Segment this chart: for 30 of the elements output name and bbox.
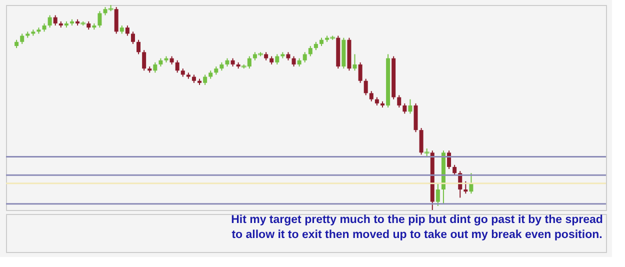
candlestick	[292, 56, 296, 67]
candlestick	[419, 128, 424, 156]
candlestick	[369, 90, 374, 102]
candlestick	[48, 14, 52, 28]
candlestick	[408, 98, 412, 114]
text: Hit my target pretty much to the pip but dint go past it by the spread to allow it to exit then moved up to take out my break even position.	[231, 214, 603, 241]
candlestick	[402, 102, 407, 114]
candlestick	[275, 54, 280, 65]
candlestick	[136, 39, 141, 55]
candlestick	[452, 164, 457, 176]
candlestick	[142, 50, 146, 72]
candlestick	[53, 14, 58, 26]
candlestick	[358, 62, 362, 84]
candlestick	[447, 150, 452, 170]
candlestick	[397, 94, 402, 108]
candlestick	[302, 52, 307, 63]
candlestick	[469, 172, 474, 194]
candlestick	[203, 74, 208, 86]
candlestick	[153, 62, 158, 74]
candlestick	[98, 10, 102, 28]
candlestick	[436, 182, 440, 206]
candlestick	[308, 46, 312, 57]
candlestick	[130, 31, 135, 44]
candlestick	[125, 25, 130, 36]
candlestick	[175, 60, 180, 74]
candlestick	[114, 6, 118, 34]
candlestick	[364, 78, 368, 96]
candlestick	[20, 33, 24, 44]
candlestick	[464, 180, 468, 194]
candlestick	[352, 54, 357, 72]
